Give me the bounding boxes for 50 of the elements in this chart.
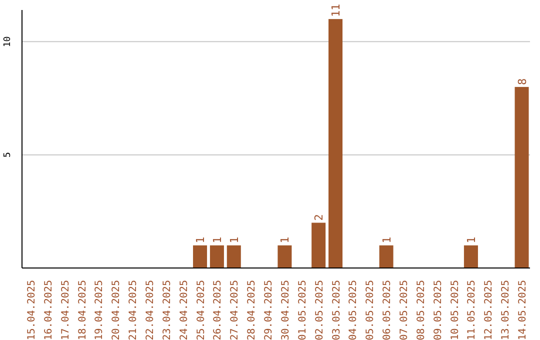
bar xyxy=(312,222,326,268)
bar xyxy=(514,86,529,268)
x-tick-label: 29.04.2025 xyxy=(264,280,275,340)
x-tick-label: 05.05.2025 xyxy=(365,280,376,340)
x-tick-label: 24.04.2025 xyxy=(178,280,190,340)
x-tick-label: 18.04.2025 xyxy=(77,280,88,340)
y-tick-label: 5 xyxy=(3,152,13,158)
bar xyxy=(193,245,208,268)
x-tick-label: 30.04.2025 xyxy=(280,280,292,340)
x-tick-label: 12.05.2025 xyxy=(484,280,495,340)
data-label: 2 xyxy=(312,214,326,221)
x-tick-label: 16.04.2025 xyxy=(43,280,54,340)
x-tick-label: 07.05.2025 xyxy=(399,280,410,340)
y-tick-label: 10 xyxy=(3,36,13,48)
bar xyxy=(278,245,292,268)
x-tick-label: 13.05.2025 xyxy=(500,280,512,340)
x-tick-label: 06.05.2025 xyxy=(382,280,394,340)
data-label: 1 xyxy=(228,236,241,244)
x-tick-label: 09.05.2025 xyxy=(432,280,444,340)
x-tick-label: 03.05.2025 xyxy=(331,280,342,340)
x-tick-label: 28.04.2025 xyxy=(246,280,258,340)
data-label: 1 xyxy=(380,236,394,244)
x-tick-label: 08.05.2025 xyxy=(416,280,427,340)
x-tick-label: 23.04.2025 xyxy=(162,280,173,340)
x-tick-label: 15.04.2025 xyxy=(26,280,38,340)
bar xyxy=(379,245,394,268)
bar xyxy=(328,19,342,268)
x-tick-label: 11.05.2025 xyxy=(466,280,478,340)
bar xyxy=(464,245,478,268)
data-label: 1 xyxy=(210,236,224,244)
data-label: 1 xyxy=(194,236,208,244)
x-tick-label: 20.04.2025 xyxy=(111,280,122,340)
x-tick-label: 26.04.2025 xyxy=(212,280,224,340)
x-tick-label: 27.04.2025 xyxy=(230,280,241,340)
x-tick-label: 01.05.2025 xyxy=(297,280,308,340)
x-tick-label: 17.04.2025 xyxy=(60,280,72,340)
x-tick-label: 21.04.2025 xyxy=(128,280,140,340)
data-label: 8 xyxy=(516,78,529,85)
data-label: 1 xyxy=(464,236,478,244)
bar xyxy=(226,245,241,268)
bar xyxy=(210,245,224,268)
x-tick-label: 19.04.2025 xyxy=(94,280,106,340)
x-tick-label: 10.05.2025 xyxy=(450,280,461,340)
x-tick-label: 25.04.2025 xyxy=(196,280,207,340)
x-tick-label: 04.05.2025 xyxy=(348,280,360,340)
x-tick-label: 02.05.2025 xyxy=(314,280,326,340)
x-tick-label: 14.05.2025 xyxy=(518,280,529,340)
data-label: 1 xyxy=(278,236,292,244)
x-tick-label: 22.04.2025 xyxy=(145,280,156,340)
data-label: 11 xyxy=(329,4,342,18)
